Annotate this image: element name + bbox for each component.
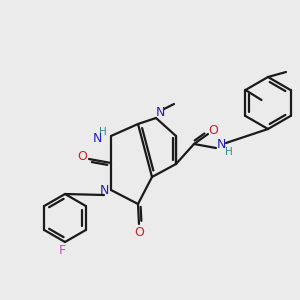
Text: F: F	[58, 244, 66, 256]
Text: N: N	[99, 184, 109, 196]
Text: N: N	[216, 139, 226, 152]
Text: O: O	[208, 124, 218, 136]
Text: H: H	[225, 147, 233, 157]
Text: O: O	[77, 151, 87, 164]
Text: N: N	[92, 133, 102, 146]
Text: H: H	[99, 127, 107, 137]
Text: O: O	[134, 226, 144, 239]
Text: N: N	[155, 106, 165, 119]
